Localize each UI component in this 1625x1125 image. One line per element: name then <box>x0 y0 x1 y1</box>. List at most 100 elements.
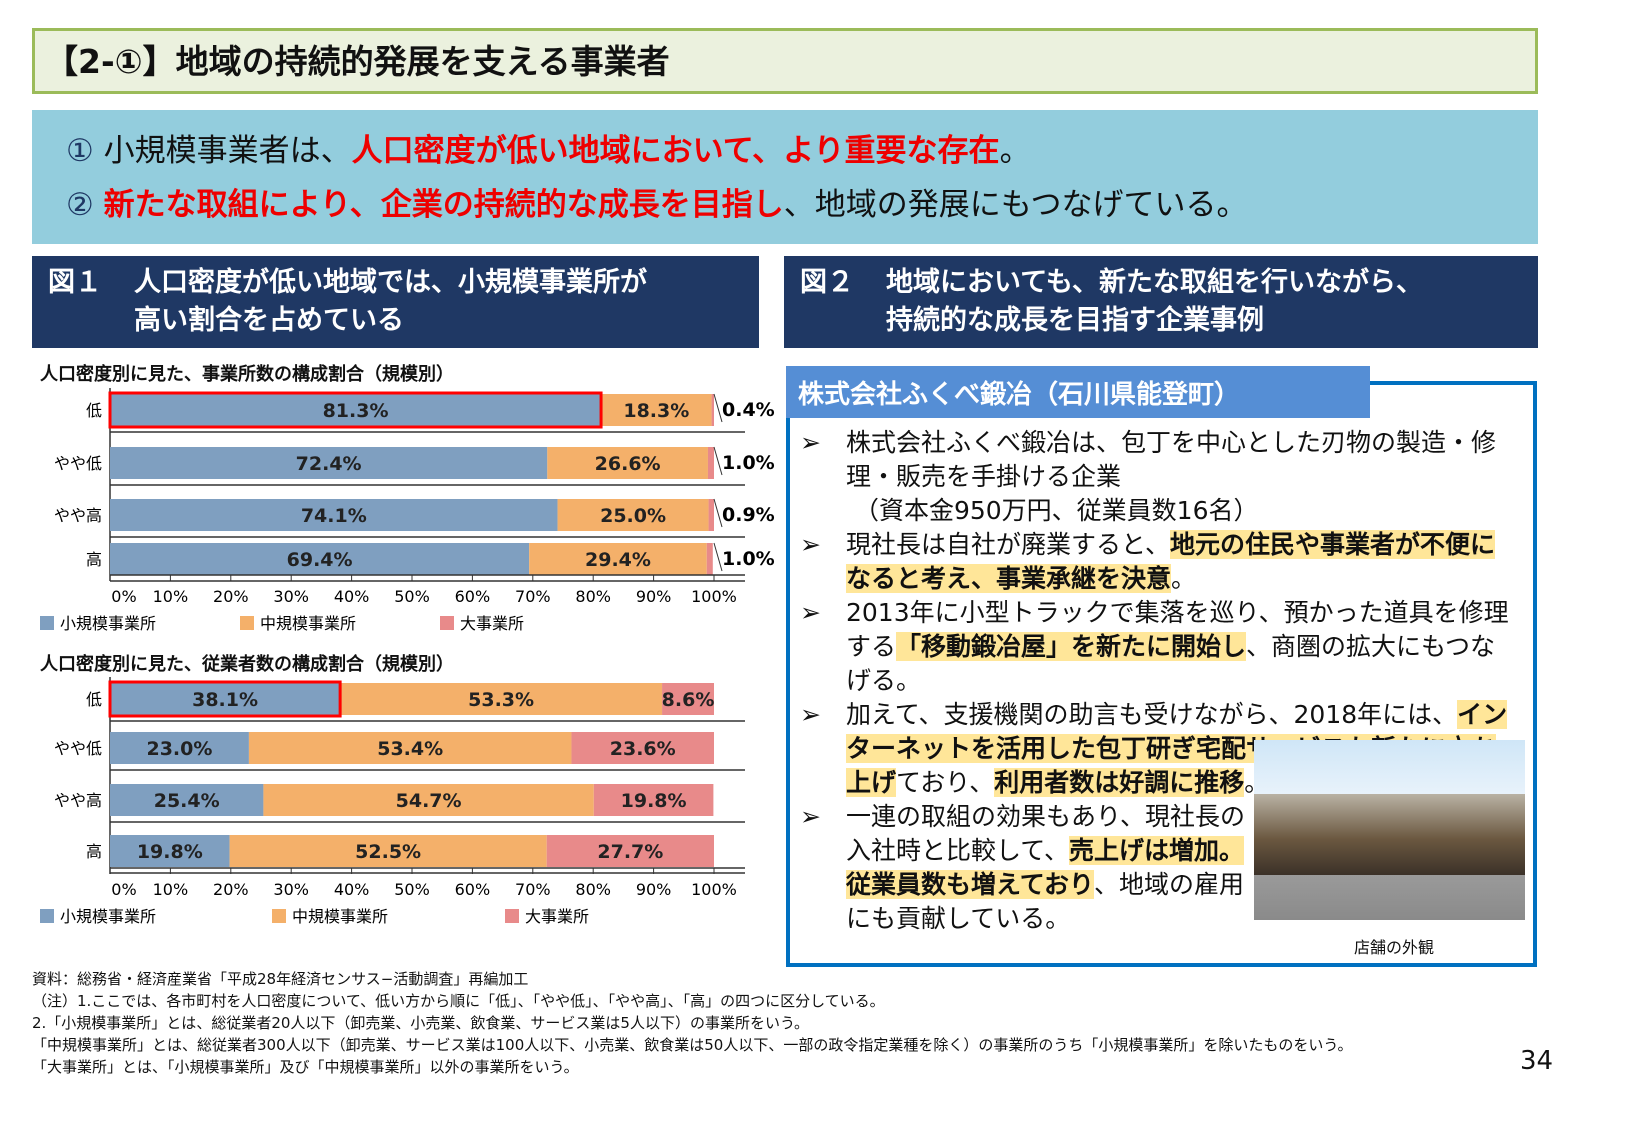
data-label: 23.0% <box>146 738 212 760</box>
data-label: 54.7% <box>396 790 462 812</box>
bar-segment <box>263 784 594 816</box>
summary-text: 小規模事業者は、 <box>103 133 352 169</box>
footnote: 「大事業所」とは、「小規模事業所」及び「中規模事業所」以外の事業所をいう。 <box>32 1058 579 1076</box>
legend-swatch <box>272 909 286 923</box>
bar-segment <box>340 683 663 715</box>
tick-label: 100% <box>691 587 737 606</box>
category-label: やや低 <box>54 739 102 758</box>
tick-label: 10% <box>153 880 189 899</box>
charts-svg: 低 81.3% 18.3% 0.4% やや低 72.4% 26.6% 1.0% やや高 74.1%… <box>40 388 775 926</box>
category-label: やや高 <box>54 506 102 525</box>
data-label: 72.4% <box>296 453 362 475</box>
footnote: （注）1.ここでは、各市町村を人口密度について、低い方から順に「低」、「やや低」… <box>32 992 885 1010</box>
bar-segment <box>248 732 572 764</box>
bullet-text: 加えて、支援機関の助言も受けながら、2018年には、 <box>846 700 1458 729</box>
bar-segment <box>110 543 530 575</box>
bullet-text: 2013年に小型トラックで集落を巡り、預かった道具を修理する <box>846 598 1509 661</box>
legend-swatch <box>40 909 54 923</box>
bullet-text: ており、 <box>896 768 995 797</box>
figure-title: 高い割合を占めている <box>134 305 404 336</box>
bar-segment <box>557 499 709 531</box>
tick-label: 0% <box>111 587 136 606</box>
tick-label: 60% <box>455 880 491 899</box>
highlight-box <box>108 680 342 718</box>
category-label: 高 <box>86 842 102 861</box>
legend-label: 小規模事業所 <box>60 614 156 633</box>
figure-title: 人口密度が低い地域では、小規模事業所が <box>134 267 647 298</box>
figure-title: 地域においても、新たな取組を行いながら、 <box>886 267 1424 298</box>
legend-label: 中規模事業所 <box>292 907 388 926</box>
tick-label: 0% <box>111 880 136 899</box>
category-label: 高 <box>86 550 102 569</box>
data-label: 8.6% <box>662 689 715 711</box>
tick-label: 40% <box>334 587 370 606</box>
tick-label: 90% <box>636 880 672 899</box>
bullet-subtext: （資本金950万円、従業員数16名） <box>853 496 1259 525</box>
bar-segment <box>110 394 602 426</box>
data-label: 53.4% <box>377 738 443 760</box>
bullet-text: 一連の取組の効果もあり、現社長の入社時と比較して、 <box>846 802 1246 865</box>
bar-segment <box>706 543 713 575</box>
data-label: 52.5% <box>355 841 421 863</box>
data-label: 19.8% <box>621 790 687 812</box>
tick-label: 80% <box>575 587 611 606</box>
bar-segment <box>707 447 714 479</box>
bullet-text: 株式会社ふくべ鍛冶は、包丁を中心とした刃物の製造・修理・販売を手掛ける企業 <box>846 428 1497 491</box>
chart-1-title: 人口密度別に見た、事業所数の構成割合（規模別） <box>40 364 454 385</box>
data-label: 81.3% <box>323 400 389 422</box>
highlight-box <box>108 391 603 429</box>
category-label: 低 <box>86 690 102 709</box>
page-title: 【2-①】地域の持続的発展を支える事業者 <box>32 28 1538 94</box>
tick-label: 90% <box>636 587 672 606</box>
legend-label: 大事業所 <box>460 614 524 633</box>
bar-segment <box>529 543 707 575</box>
figure-number: 図１ <box>48 267 102 298</box>
data-label: 29.4% <box>585 549 651 571</box>
summary-box: ① 小規模事業者は、人口密度が低い地域において、より重要な存在。 ② 新たな取組… <box>32 110 1538 244</box>
store-exterior-photo <box>1254 740 1525 920</box>
arrow-bullet-icon: ➢ <box>800 598 821 627</box>
bullet-2: ➢ 現社長は自社が廃業すると、地元の住民や事業者が不便になると考え、事業承継を決意… <box>800 528 1520 596</box>
bar-segment <box>110 447 548 479</box>
category-label: 低 <box>86 401 102 420</box>
bar-segment <box>547 447 708 479</box>
leader-line <box>713 498 723 528</box>
data-label: 1.0% <box>722 452 775 474</box>
photo-caption: 店舗の外観 <box>1354 938 1435 957</box>
bar-segment <box>711 394 714 426</box>
legend-swatch <box>505 909 519 923</box>
tick-label: 30% <box>273 880 309 899</box>
legend-label: 大事業所 <box>525 907 589 926</box>
chart-2-title: 人口密度別に見た、従業者数の構成割合（規模別） <box>40 654 454 675</box>
arrow-bullet-icon: ➢ <box>800 700 821 729</box>
data-label: 74.1% <box>301 505 367 527</box>
tick-label: 50% <box>394 587 430 606</box>
bullet-highlight: 利用者数は好調に推移 <box>994 768 1245 797</box>
bar-segment <box>571 732 714 764</box>
data-label: 0.4% <box>722 399 775 421</box>
bar-segment <box>546 835 714 867</box>
legend-label: 中規模事業所 <box>260 614 356 633</box>
bullet-text: 、地域の雇用にも貢献している。 <box>846 870 1245 933</box>
tick-label: 40% <box>334 880 370 899</box>
category-label: やや低 <box>54 454 102 473</box>
bullet-5: ➢ 一連の取組の効果もあり、現社長の入社時と比較して、売上げは増加。従業員数も増え… <box>800 800 1255 936</box>
bar-segment <box>708 499 714 531</box>
summary-line-2: ② 新たな取組により、企業の持続的な成長を目指し、地域の発展にもつなげている。 <box>66 178 1504 232</box>
tick-label: 20% <box>213 587 249 606</box>
legend-swatch <box>240 616 254 630</box>
source-note: 資料：総務省・経済産業省「平成28年経済センサス−活動調査」再編加工 <box>32 970 529 988</box>
bullet-text: 、商圏の拡大にもつなげる。 <box>846 632 1496 695</box>
bullet-3: ➢ 2013年に小型トラックで集落を巡り、預かった道具を修理する「移動鍛冶屋」を新… <box>800 596 1520 698</box>
legend-label: 小規模事業所 <box>60 907 156 926</box>
tick-label: 70% <box>515 587 551 606</box>
data-label: 26.6% <box>595 453 661 475</box>
legend-swatch <box>440 616 454 630</box>
number-1: ① <box>66 133 94 169</box>
summary-highlight: 新たな取組により、企業の持続的な成長を目指し <box>103 187 784 223</box>
tick-label: 10% <box>153 587 189 606</box>
tick-label: 60% <box>455 587 491 606</box>
summary-text: 。 <box>999 133 1031 169</box>
page-number: 34 <box>1520 1046 1554 1076</box>
legend-swatch <box>40 616 54 630</box>
